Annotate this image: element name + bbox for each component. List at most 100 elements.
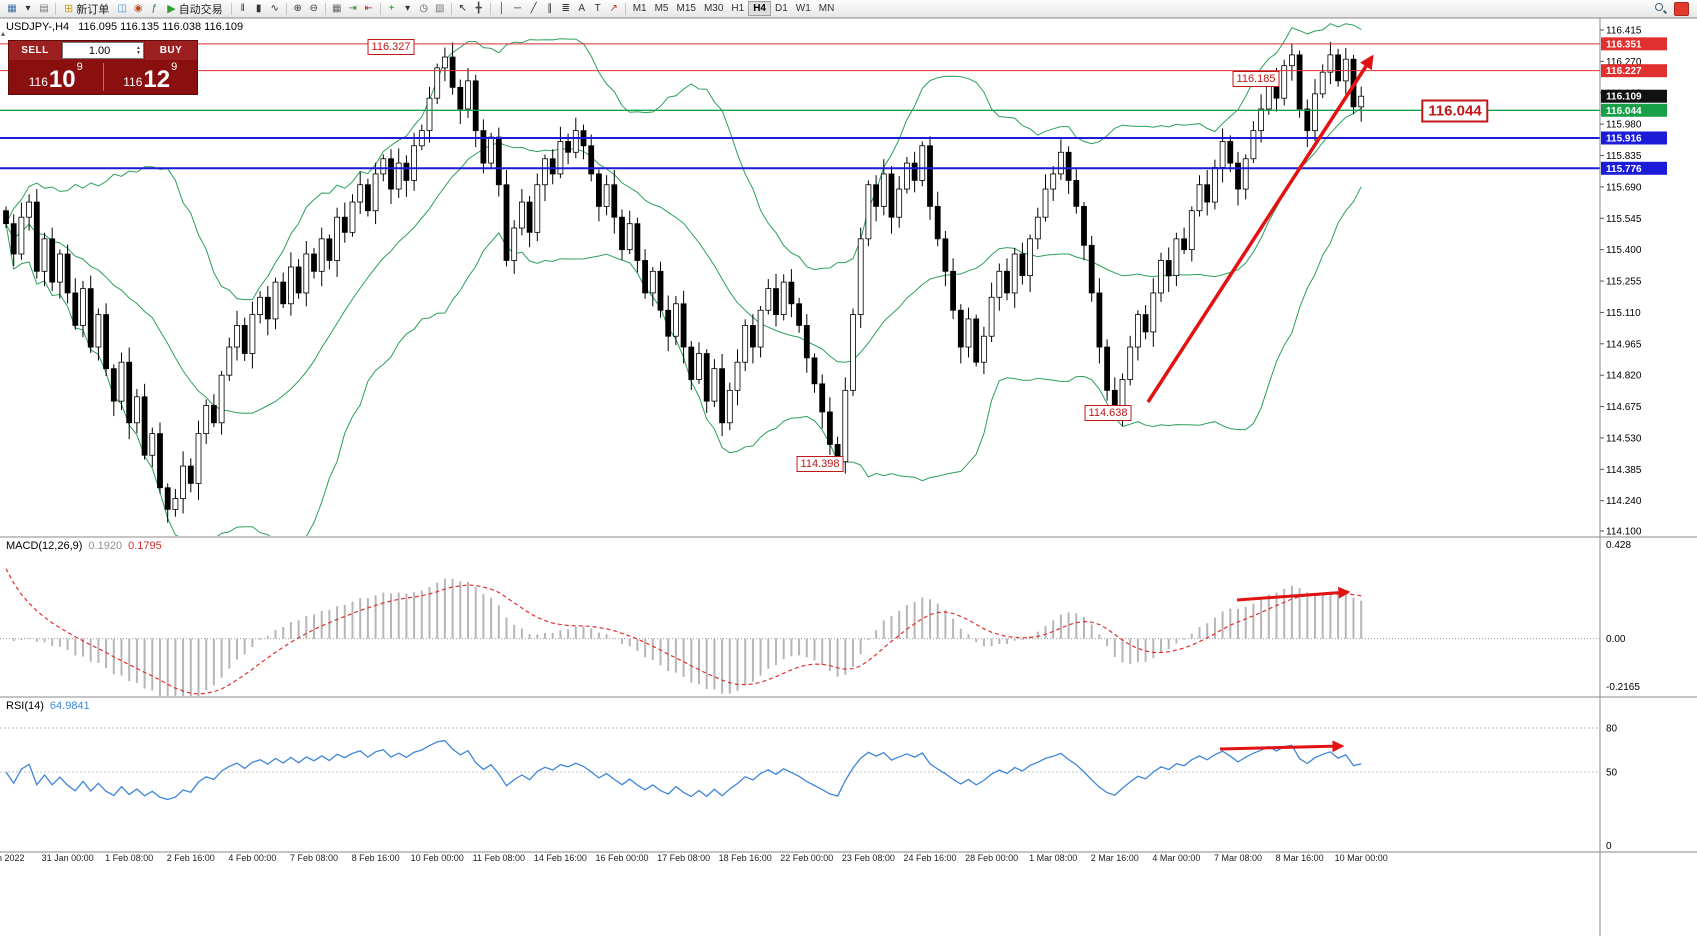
svg-text:7 Feb 08:00: 7 Feb 08:00 [290,853,338,863]
periods-dropdown-icon[interactable]: ◷ [419,2,429,14]
price-label-116.044[interactable]: 116.044 [1421,99,1489,123]
svg-text:115.400: 115.400 [1606,245,1642,256]
trade-panel-prices: 116 10 9 116 12 9 [9,60,197,94]
svg-text:114.100: 114.100 [1606,527,1642,538]
sep3 [285,2,287,15]
price-marker-116.044 [1601,103,1667,117]
timeframe-mn-button[interactable]: MN [818,3,835,14]
svg-text:28 Feb 00:00: 28 Feb 00:00 [965,853,1018,863]
price-label-116.327[interactable]: 116.327 [367,39,415,55]
sell-price-sup: 9 [76,61,83,73]
volume-input[interactable]: 1.00 ▲ ▼ [62,42,144,59]
bars-chart-icon[interactable]: ‖ [240,2,245,14]
new-order-button[interactable]: ⊞ 新订单 [59,1,114,17]
timeframe-h1-button[interactable]: H1 [731,3,745,14]
price-label-116.185[interactable]: 116.185 [1232,71,1280,87]
buy-price-display[interactable]: 116 12 9 [104,60,198,94]
timeframe-d1-button[interactable]: D1 [775,3,788,14]
arrows-tool-icon[interactable]: ↗ [609,2,618,14]
autotrading-button[interactable]: ▶ 自动交易 [162,1,227,17]
new-chart-dropdown-icon[interactable]: ▾ [25,2,31,14]
ohlc-quote-label: 116.095 116.135 116.038 116.109 [78,21,244,33]
spinner-down-icon[interactable]: ▼ [136,49,141,56]
line-chart-icon[interactable]: ∿ [270,2,279,14]
candlestick-chart-icon[interactable]: ▮ [255,2,262,14]
text-box-icon[interactable]: T [594,2,601,14]
price-scale[interactable]: 116.415116.270116.125115.980115.835115.6… [1600,26,1667,538]
notification-badge-icon[interactable] [1674,1,1689,16]
price-marker-115.916 [1601,131,1667,145]
cursor-icon[interactable]: ↖ [458,2,467,14]
alerts-icon[interactable]: ◉ [133,2,143,14]
volume-spinner[interactable]: ▲ ▼ [136,44,141,56]
main-trend-arrow[interactable] [1146,54,1374,403]
timeframe-m30-button[interactable]: M30 [703,3,724,14]
svg-text:115.110: 115.110 [1606,308,1641,319]
svg-text:114.530: 114.530 [1606,433,1642,444]
svg-text:16 Feb 00:00: 16 Feb 00:00 [595,853,648,863]
toolbar: ▦ ▾ ▤ ⊞ 新订单 ◫ ◉ ƒ ▶ 自动交易 ‖ ▮ ∿ ⊕ ⊖ ▦ ⇥ ⇤ + ▾ ◷ ▧ ↖ ╋ │ ─ ╱ ∥ ≣ A T ↗ M1 M… [0,0,1697,18]
timeframe-m5-button[interactable]: M5 [654,3,669,14]
svg-text:115.545: 115.545 [1606,214,1642,225]
svg-text:11 Feb 08:00: 11 Feb 08:00 [473,853,525,863]
time-scale[interactable]: Jan 2022 31 Jan 00:00 1 Feb 08:00 2 Feb 16:… [0,853,1388,863]
svg-text:22 Feb 00:00: 22 Feb 00:00 [780,853,833,863]
tile-windows-icon[interactable]: ▦ [331,2,342,14]
svg-text:115.255: 115.255 [1606,277,1642,288]
buy-button[interactable]: BUY [145,41,197,60]
spinner-up-icon[interactable]: ▲ [136,44,141,51]
bollinger-upper-line [5,23,1362,301]
svg-text:115.916: 115.916 [1606,133,1642,144]
sep5 [379,2,381,15]
timeframe-w1-button[interactable]: W1 [795,3,811,14]
trend-arrows-layer [1146,54,1374,753]
svg-text:17 Feb 08:00: 17 Feb 08:00 [657,853,710,863]
sell-button[interactable]: SELL [9,41,61,60]
price-label-114.398[interactable]: 114.398 [796,456,844,472]
svg-text:10 Feb 00:00: 10 Feb 00:00 [411,853,464,863]
trendline-icon[interactable]: ╱ [530,2,537,14]
svg-text:Jan 2022: Jan 2022 [0,853,25,863]
vertical-line-icon[interactable]: │ [498,2,505,14]
auto-scroll-icon[interactable]: ⇥ [348,2,357,14]
timeframe-m1-button[interactable]: M1 [632,3,647,14]
buy-price-sup: 9 [171,61,178,73]
templates-icon[interactable]: ▧ [434,2,445,14]
price-marker-116.351 [1601,37,1667,51]
profiles-icon[interactable]: ▤ [39,2,49,14]
new-order-button-icon: ⊞ [64,3,74,15]
chart-window-icon[interactable]: ◫ [117,2,127,14]
rsi-trend-arrow[interactable] [1219,740,1345,753]
crosshair-icon[interactable]: ╋ [475,2,482,14]
fibonacci-icon[interactable]: ≣ [561,2,570,14]
macd-trend-arrow[interactable] [1236,586,1351,602]
text-label-icon[interactable]: A [578,2,586,14]
buy-price-base: 116 [123,75,143,89]
macd-main-value: 0.1920 [88,540,123,552]
indicators-icon[interactable]: + [388,2,395,14]
zoom-out-icon[interactable]: ⊖ [309,2,318,14]
zoom-in-icon[interactable]: ⊕ [293,2,302,14]
sep2 [230,2,232,15]
main-chart-layer [0,23,1600,536]
search-icon[interactable] [1654,2,1667,15]
autotrading-button-label: 自动交易 [178,3,223,16]
timeframe-m15-button[interactable]: M15 [676,3,696,14]
one-click-collapse-icon[interactable]: ▴ [1,29,6,38]
svg-text:116.227: 116.227 [1606,66,1642,77]
sep6 [450,2,452,15]
timeframe-h4-button[interactable]: H4 [748,1,771,16]
sell-price-display[interactable]: 116 10 9 [9,60,103,94]
svg-text:116.415: 116.415 [1606,26,1642,37]
rsi-panel [0,727,1600,801]
new-chart-icon[interactable]: ▦ [7,2,17,14]
chart-shift-icon[interactable]: ⇤ [364,2,373,14]
sep1 [55,2,56,15]
trade-panel-divider [102,63,104,91]
price-label-114.638[interactable]: 114.638 [1084,405,1132,421]
channel-icon[interactable]: ∥ [547,2,553,14]
horizontal-line-icon[interactable]: ─ [514,2,522,14]
global-variables-icon[interactable]: ƒ [151,2,157,14]
indicators-dropdown-icon[interactable]: ▾ [405,2,411,14]
